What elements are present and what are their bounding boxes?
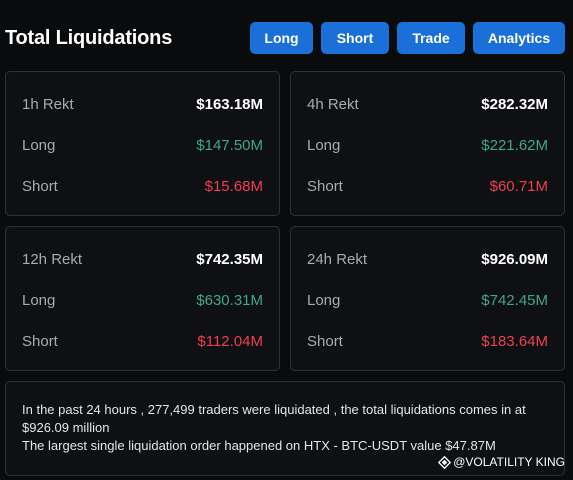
summary-line-1: In the past 24 hours , 277,499 traders w… [22, 402, 526, 435]
long-value: $742.45M [481, 292, 548, 309]
long-label: Long [307, 292, 341, 309]
long-row: Long $630.31M [22, 292, 263, 309]
summary-line-2: The largest single liquidation order hap… [22, 438, 496, 453]
long-row: Long $147.50M [22, 137, 263, 154]
short-label: Short [22, 333, 58, 350]
total-value: $742.35M [196, 251, 263, 268]
period-label: 1h Rekt [22, 96, 74, 113]
tab-trade[interactable]: Trade [397, 22, 465, 54]
long-label: Long [307, 137, 341, 154]
short-label: Short [22, 178, 58, 195]
total-row: 1h Rekt $163.18M [22, 96, 263, 113]
total-row: 4h Rekt $282.32M [307, 96, 548, 113]
period-label: 4h Rekt [307, 96, 359, 113]
watermark-text: @VOLATILITY KING [453, 455, 565, 469]
long-value: $147.50M [196, 137, 263, 154]
total-value: $163.18M [196, 96, 263, 113]
long-value: $630.31M [196, 292, 263, 309]
short-row: Short $15.68M [22, 178, 263, 195]
page-title: Total Liquidations [5, 27, 173, 49]
card-4h: 4h Rekt $282.32M Long $221.62M Short $60… [290, 71, 565, 216]
long-value: $221.62M [481, 137, 548, 154]
period-label: 24h Rekt [307, 251, 368, 268]
short-label: Short [307, 333, 343, 350]
total-row: 12h Rekt $742.35M [22, 251, 263, 268]
long-label: Long [22, 137, 56, 154]
card-12h: 12h Rekt $742.35M Long $630.31M Short $1… [5, 226, 280, 371]
short-row: Short $60.71M [307, 178, 548, 195]
tab-analytics[interactable]: Analytics [473, 22, 565, 54]
tab-bar: Long Short Trade Analytics [250, 22, 565, 54]
tab-short[interactable]: Short [321, 22, 389, 54]
card-24h: 24h Rekt $926.09M Long $742.45M Short $1… [290, 226, 565, 371]
short-row: Short $112.04M [22, 333, 263, 350]
long-row: Long $221.62M [307, 137, 548, 154]
long-row: Long $742.45M [307, 292, 548, 309]
watermark: @VOLATILITY KING [438, 455, 565, 469]
period-label: 12h Rekt [22, 251, 83, 268]
short-value: $60.71M [489, 178, 548, 195]
header: Total Liquidations Long Short Trade Anal… [0, 0, 573, 70]
total-value: $926.09M [481, 251, 548, 268]
diamond-logo-icon [438, 455, 452, 469]
long-label: Long [22, 292, 56, 309]
short-value: $183.64M [481, 333, 548, 350]
total-row: 24h Rekt $926.09M [307, 251, 548, 268]
short-value: $112.04M [197, 333, 263, 350]
total-value: $282.32M [481, 96, 548, 113]
short-row: Short $183.64M [307, 333, 548, 350]
summary-panel: In the past 24 hours , 277,499 traders w… [5, 381, 565, 476]
short-value: $15.68M [204, 178, 263, 195]
card-1h: 1h Rekt $163.18M Long $147.50M Short $15… [5, 71, 280, 216]
tab-long[interactable]: Long [250, 22, 313, 54]
short-label: Short [307, 178, 343, 195]
